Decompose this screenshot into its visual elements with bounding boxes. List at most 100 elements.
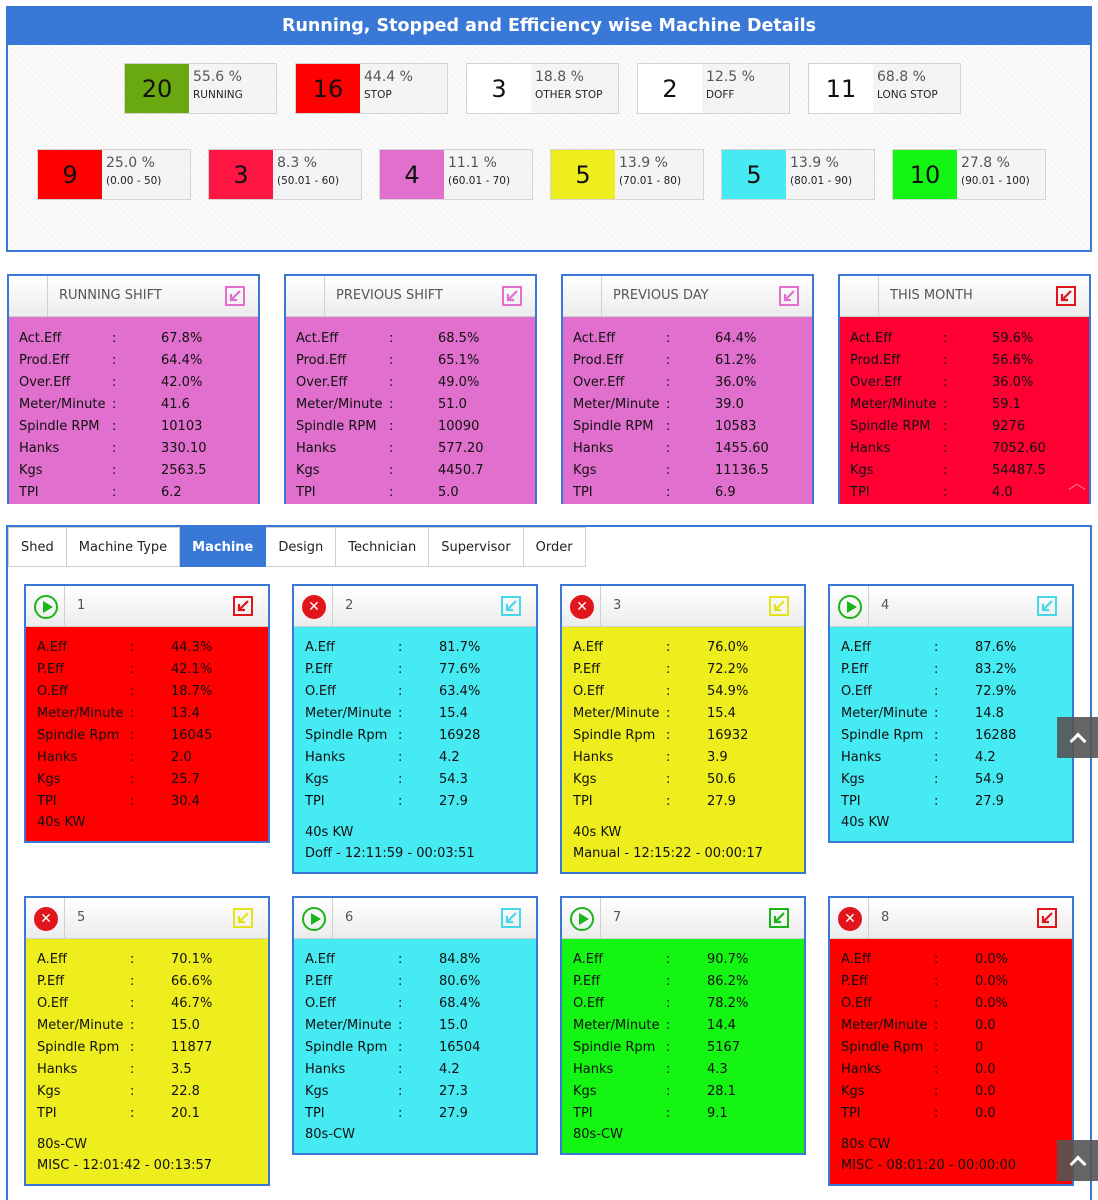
metric-row: Hanks: 2.0 [37,746,268,768]
play-icon [34,595,58,619]
tab-shed[interactable]: Shed [8,527,67,567]
metric-colon: : [389,440,394,456]
machine-card-header: ✕ 2 [294,586,536,627]
tab-order[interactable]: Order [523,527,586,567]
metric-colon: : [934,1017,939,1033]
metric-row: Over.Eff: 49.0% [296,371,535,393]
metric-value: 39.0 [715,396,744,412]
metric-value: 72.2% [707,661,749,677]
metric-row: A.Eff: 76.0% [573,636,804,658]
machine-footer-text: 80s-CW [573,1127,623,1142]
metric-label: O.Eff [37,683,69,699]
status-stat-card[interactable]: 20 55.6 % RUNNING [124,63,277,114]
efficiency-band-card[interactable]: 10 27.8 % (90.01 - 100) [892,149,1046,200]
metric-value: 90.7% [707,951,749,967]
panel-header: PREVIOUS DAY [563,276,812,317]
machine-card[interactable]: 6 A.Eff: 84.8% P.Eff: 80.6% O.Eff: 68.4% Meter/… [292,896,538,1155]
machine-card[interactable]: 1 A.Eff: 44.3% P.Eff: 42.1% O.Eff: 18.7% Meter/… [24,584,270,843]
tab-design[interactable]: Design [266,527,337,567]
expand-arrow-icon[interactable] [225,286,245,306]
machine-card[interactable]: 7 A.Eff: 90.7% P.Eff: 86.2% O.Eff: 78.2% Meter/… [560,896,806,1155]
metric-colon: : [943,484,948,500]
expand-arrow-icon[interactable] [1037,908,1057,928]
expand-arrow-icon[interactable] [501,908,521,928]
metric-value: 4.2 [975,749,996,765]
tab-technician[interactable]: Technician [336,527,430,567]
metric-value: 42.1% [171,661,213,677]
machine-card[interactable]: ✕ 2 A.Eff:81.7% P.Eff:77.6% O.Eff:63.4% Meter… [292,584,538,874]
tab-machine[interactable]: Machine [180,527,267,567]
metric-colon: : [934,1105,939,1121]
metric-colon: : [389,484,394,500]
metric-value: 77.6% [439,661,481,677]
tab-machine-type[interactable]: Machine Type [66,527,181,567]
status-stat-card[interactable]: 11 68.8 % LONG STOP [808,63,961,114]
play-triangle [578,913,589,925]
metric-label: A.Eff [37,951,67,967]
machine-card[interactable]: ✕ 8 A.Eff:0.0% P.Eff:0.0% O.Eff:0.0% Meter/Mi… [828,896,1074,1186]
metric-colon: : [666,396,671,412]
metric-value: 0.0% [975,951,1009,967]
metric-row: A.Eff: 84.8% [305,948,536,970]
metric-colon: : [130,727,135,743]
efficiency-band-card[interactable]: 5 13.9 % (80.01 - 90) [721,149,875,200]
shift-summary-panel: RUNNING SHIFT Act.Eff: 67.8% Prod.Eff: 64.4%… [7,274,260,504]
play-triangle [846,601,857,613]
metric-row: TPI: 6.9 [573,481,812,503]
metric-label: Over.Eff [573,374,625,390]
expand-arrow-icon[interactable] [1037,596,1057,616]
expand-arrow-icon[interactable] [769,596,789,616]
machine-footer-text: 40s KW [573,825,622,840]
metric-row: TPI: 30.4 [37,790,268,812]
metric-value: 4.2 [439,1061,460,1077]
metric-value: 83.2% [975,661,1017,677]
metric-row: O.Eff: 46.7% [37,992,268,1014]
efficiency-band-card[interactable]: 5 13.9 % (70.01 - 80) [550,149,704,200]
expand-arrow-icon[interactable] [779,286,799,306]
status-stat-card[interactable]: 16 44.4 % STOP [295,63,448,114]
machine-card-body: A.Eff: 70.1% P.Eff: 66.6% O.Eff: 46.7% Meter/M… [26,939,268,1184]
machine-id: 4 [881,598,890,613]
machine-card[interactable]: 4 A.Eff: 87.6% P.Eff: 83.2% O.Eff: 72.9% Meter/… [828,584,1074,843]
metric-label: Hanks [841,749,882,765]
expand-arrow-icon[interactable] [769,908,789,928]
play-icon [838,595,862,619]
metric-label: Kgs [850,462,874,478]
scroll-top-button[interactable] [1057,1140,1098,1181]
metric-colon: : [398,1039,403,1055]
expand-arrow-icon[interactable] [233,596,253,616]
metric-colon: : [112,484,117,500]
expand-arrow-icon[interactable] [233,908,253,928]
machine-card-header: 7 [562,898,804,939]
metric-row: Meter/Minute: 59.1 [850,393,1089,415]
metric-row: Meter/Minute: 14.4 [573,1014,804,1036]
metric-colon: : [398,639,403,655]
metric-value: 27.9 [707,793,736,809]
scroll-top-button[interactable] [1057,717,1098,758]
stat-percent: 27.8 % [961,155,1010,171]
expand-arrow-icon[interactable] [1056,286,1076,306]
metric-label: Meter/Minute [305,705,392,721]
expand-arrow-icon[interactable] [502,286,522,306]
tab-supervisor[interactable]: Supervisor [429,527,524,567]
metric-label: Hanks [37,749,78,765]
metric-label: TPI [305,793,325,809]
status-stat-card[interactable]: 3 18.8 % OTHER STOP [466,63,619,114]
metric-value: 16928 [439,727,481,743]
machine-card[interactable]: ✕ 3 A.Eff:76.0% P.Eff:72.2% O.Eff:54.9% Meter… [560,584,806,874]
metric-row: Spindle Rpm: 16504 [305,1036,536,1058]
metric-row: Spindle RPM: 10103 [19,415,258,437]
efficiency-band-card[interactable]: 3 8.3 % (50.01 - 60) [208,149,362,200]
status-stat-card[interactable]: 2 12.5 % DOFF [637,63,790,114]
metric-colon: : [112,462,117,478]
metric-colon: : [934,973,939,989]
expand-arrow-icon[interactable] [501,596,521,616]
metric-row: Spindle Rpm: 16932 [573,724,804,746]
metric-colon: : [666,951,671,967]
machine-card[interactable]: ✕ 5 A.Eff:70.1% P.Eff:66.6% O.Eff:46.7% Meter… [24,896,270,1186]
efficiency-band-card[interactable]: 4 11.1 % (60.01 - 70) [379,149,533,200]
stop-icon: ✕ [302,595,326,619]
metric-label: Kgs [305,771,329,787]
metric-value: 577.20 [438,440,484,456]
efficiency-band-card[interactable]: 9 25.0 % (0.00 - 50) [37,149,191,200]
